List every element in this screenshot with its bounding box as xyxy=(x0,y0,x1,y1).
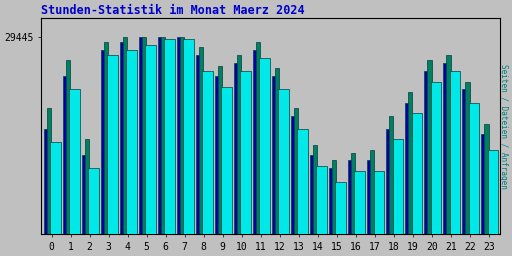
Bar xyxy=(294,108,298,256)
Bar xyxy=(389,116,394,256)
Bar xyxy=(215,76,218,256)
Bar xyxy=(88,168,99,256)
Bar xyxy=(256,42,261,256)
Bar xyxy=(275,68,280,256)
Bar xyxy=(66,60,70,256)
Bar xyxy=(81,155,85,256)
Bar xyxy=(202,71,213,256)
Bar xyxy=(158,37,161,256)
Bar xyxy=(431,81,441,256)
Bar xyxy=(386,129,389,256)
Bar xyxy=(374,171,384,256)
Bar xyxy=(367,161,370,256)
Bar xyxy=(316,166,327,256)
Bar xyxy=(279,89,289,256)
Bar xyxy=(177,37,180,256)
Bar xyxy=(291,116,294,256)
Bar xyxy=(260,58,270,256)
Bar xyxy=(370,150,374,256)
Bar xyxy=(47,108,51,256)
Bar xyxy=(468,103,479,256)
Bar xyxy=(101,50,104,256)
Bar xyxy=(313,145,317,256)
Bar xyxy=(44,129,47,256)
Bar xyxy=(424,71,428,256)
Bar xyxy=(50,142,61,256)
Bar xyxy=(126,50,137,256)
Bar xyxy=(348,161,351,256)
Bar xyxy=(123,37,127,256)
Bar xyxy=(405,103,408,256)
Bar xyxy=(310,155,313,256)
Bar xyxy=(108,55,118,256)
Bar xyxy=(199,47,203,256)
Bar xyxy=(164,39,175,256)
Bar xyxy=(237,55,241,256)
Bar xyxy=(408,92,413,256)
Bar xyxy=(234,63,237,256)
Bar xyxy=(393,140,403,256)
Bar xyxy=(145,45,156,256)
Bar xyxy=(481,134,484,256)
Bar xyxy=(62,76,66,256)
Bar xyxy=(297,129,308,256)
Y-axis label: Seiten / Dateien / Anfragen: Seiten / Dateien / Anfragen xyxy=(499,64,508,189)
Bar xyxy=(218,66,222,256)
Bar xyxy=(332,161,336,256)
Bar xyxy=(120,42,123,256)
Bar xyxy=(487,150,498,256)
Bar xyxy=(241,71,251,256)
Bar xyxy=(329,168,332,256)
Bar xyxy=(221,87,232,256)
Bar xyxy=(196,55,199,256)
Bar xyxy=(183,39,194,256)
Bar xyxy=(253,50,256,256)
Bar xyxy=(142,37,146,256)
Text: Stunden-Statistik im Monat Maerz 2024: Stunden-Statistik im Monat Maerz 2024 xyxy=(41,4,305,17)
Bar xyxy=(428,60,432,256)
Bar xyxy=(484,124,488,256)
Bar xyxy=(69,89,80,256)
Bar xyxy=(139,37,142,256)
Bar xyxy=(351,153,355,256)
Bar xyxy=(335,182,346,256)
Bar xyxy=(450,71,460,256)
Bar xyxy=(354,171,365,256)
Bar xyxy=(104,42,108,256)
Bar xyxy=(465,81,470,256)
Bar xyxy=(85,140,89,256)
Bar xyxy=(443,63,446,256)
Bar xyxy=(462,89,465,256)
Bar xyxy=(161,37,165,256)
Bar xyxy=(272,76,275,256)
Bar xyxy=(446,55,451,256)
Bar xyxy=(180,37,184,256)
Bar xyxy=(412,113,422,256)
